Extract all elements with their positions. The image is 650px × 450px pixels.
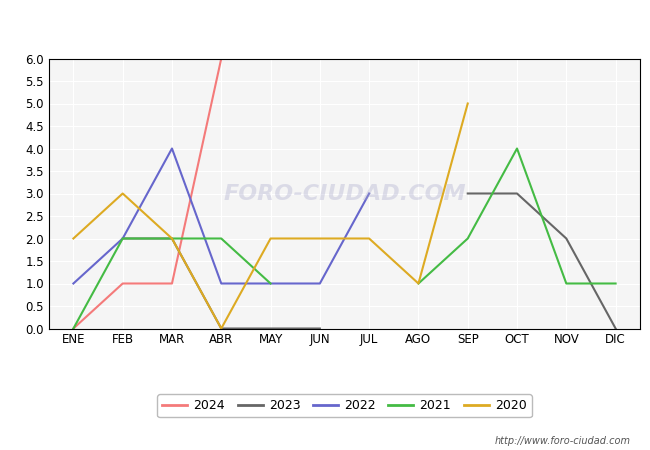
2021	[266, 281, 274, 286]
2021	[70, 326, 77, 331]
2023	[119, 236, 127, 241]
2020	[316, 236, 324, 241]
2023	[266, 326, 274, 331]
Legend: 2024, 2023, 2022, 2021, 2020: 2024, 2023, 2022, 2021, 2020	[157, 394, 532, 417]
2020	[119, 191, 127, 196]
2022	[266, 281, 274, 286]
2020	[415, 281, 422, 286]
2023	[316, 326, 324, 331]
2023	[217, 326, 225, 331]
2022	[365, 191, 373, 196]
2022	[316, 281, 324, 286]
2020	[464, 101, 472, 106]
2022	[70, 281, 77, 286]
2022	[168, 146, 176, 151]
2024	[217, 56, 225, 61]
2021	[119, 236, 127, 241]
2020	[168, 236, 176, 241]
Line: 2024: 2024	[73, 58, 221, 328]
2023	[168, 236, 176, 241]
2020	[266, 236, 274, 241]
2021	[168, 236, 176, 241]
Line: 2021: 2021	[73, 238, 270, 328]
Line: 2022: 2022	[73, 148, 369, 284]
2022	[217, 281, 225, 286]
2024	[119, 281, 127, 286]
2021	[217, 236, 225, 241]
Text: FORO-CIUDAD.COM: FORO-CIUDAD.COM	[223, 184, 466, 203]
2020	[70, 236, 77, 241]
Line: 2020: 2020	[73, 104, 468, 328]
2020	[217, 326, 225, 331]
Text: Matriculaciones de Vehiculos en Villares del Saz: Matriculaciones de Vehiculos en Villares…	[109, 14, 541, 32]
Text: http://www.foro-ciudad.com: http://www.foro-ciudad.com	[495, 436, 630, 446]
2024	[168, 281, 176, 286]
2024	[70, 326, 77, 331]
Line: 2023: 2023	[123, 238, 320, 328]
2022	[119, 236, 127, 241]
2020	[365, 236, 373, 241]
